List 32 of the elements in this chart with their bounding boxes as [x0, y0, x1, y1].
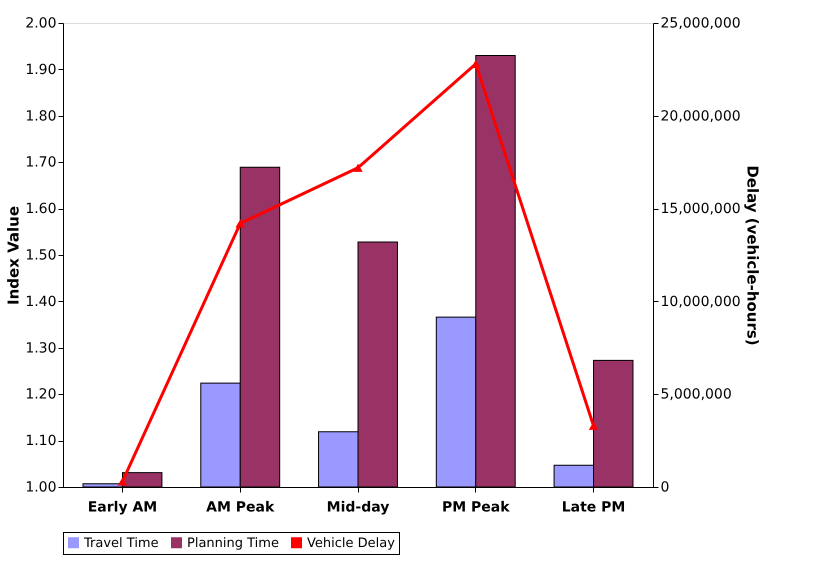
point — [118, 477, 128, 486]
x-tick-label: Late PM — [562, 500, 626, 516]
x-tick-label: Early AM — [88, 500, 158, 516]
point — [471, 60, 481, 68]
y-tick-label: 1.00 — [25, 480, 56, 496]
y2-tick-label: 15,000,000 — [660, 201, 741, 218]
y-tick-label: 1.30 — [25, 340, 56, 356]
y2-tick-label: 0 — [660, 480, 670, 496]
y-tick-label: 1.60 — [25, 201, 56, 218]
y-tick-label: 2.00 — [25, 16, 56, 32]
y-tick-label: 1.20 — [25, 386, 56, 403]
point — [235, 219, 245, 228]
y-tick-label: 1.50 — [25, 248, 56, 264]
legend-label: Travel Time — [83, 536, 159, 551]
x-tick-label: PM Peak — [442, 500, 510, 516]
y-tick-label: 1.70 — [25, 154, 56, 171]
point — [588, 422, 598, 430]
y-tick-label: 1.80 — [25, 108, 56, 124]
x-tick-label: Mid-day — [326, 500, 390, 516]
y-tick-label: 1.90 — [25, 62, 56, 78]
y-tick-label: 1.10 — [25, 433, 56, 450]
y-tick-label: 1.40 — [25, 294, 56, 310]
y2-tick-label: 10,000,000 — [660, 294, 741, 310]
legend-label: Vehicle Delay — [307, 536, 396, 551]
y2-tick-label: 25,000,000 — [660, 16, 741, 32]
y-axis-title: Index Value — [4, 206, 22, 305]
legend-label: Planning Time — [187, 536, 279, 551]
x-tick-label: AM Peak — [206, 500, 275, 516]
y2-tick-label: 5,000,000 — [660, 386, 732, 403]
y2-tick-label: 20,000,000 — [660, 108, 741, 124]
point — [353, 164, 363, 172]
y2-axis-title: Delay (vehicle-hours) — [744, 165, 762, 346]
